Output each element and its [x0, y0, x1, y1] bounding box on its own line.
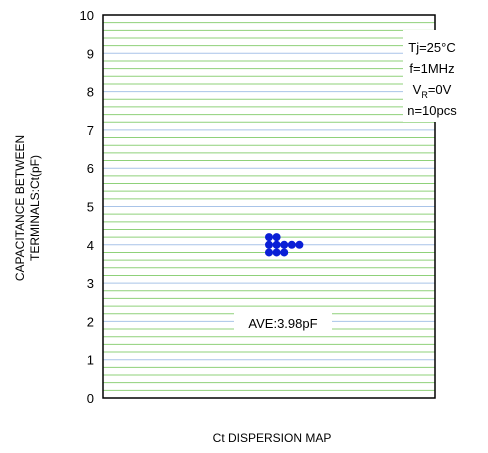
grid-lines: [103, 22, 435, 399]
y-tick-label: 4: [87, 238, 94, 253]
data-point: [280, 240, 289, 249]
y-tick-label: 6: [87, 161, 94, 176]
data-points: [265, 233, 304, 257]
data-point: [287, 240, 296, 249]
conditions-box: Tj=25°C f=1MHz VR=0V n=10pcs: [403, 30, 461, 122]
condition-vr-symbol: V: [413, 82, 422, 97]
y-tick-label: 2: [87, 314, 94, 329]
average-label: AVE:3.98pF: [248, 316, 317, 331]
y-tick-label: 7: [87, 123, 94, 138]
y-tick-label: 1: [87, 353, 94, 368]
y-tick-label: 0: [87, 391, 94, 406]
y-axis-title-line-1: CAPACITANCE BETWEEN: [13, 135, 27, 281]
y-axis-title: CAPACITANCE BETWEEN TERMINALS:Ct(pF): [13, 135, 42, 281]
condition-frequency: f=1MHz: [409, 61, 454, 76]
condition-vr-subscript: R: [421, 90, 428, 100]
data-point: [265, 248, 273, 257]
y-tick-label: 8: [87, 85, 94, 100]
data-point: [272, 248, 281, 257]
average-box: AVE:3.98pF: [234, 312, 332, 335]
condition-reverse-voltage: VR=0V: [413, 82, 452, 100]
y-axis-tick-labels: 0 1 2 3 4 5 6 7 8 9 10: [80, 8, 94, 406]
y-axis-title-line-2: TERMINALS:Ct(pF): [28, 155, 42, 261]
y-tick-label: 5: [87, 200, 94, 215]
data-point: [265, 240, 273, 249]
condition-sample-count: n=10pcs: [407, 103, 457, 118]
y-tick-label: 3: [87, 276, 94, 291]
condition-vr-value: =0V: [428, 82, 452, 97]
data-point: [295, 240, 304, 249]
x-axis-title: Ct DISPERSION MAP: [213, 431, 332, 445]
data-point: [265, 233, 273, 242]
y-tick-label: 9: [87, 46, 94, 61]
data-point: [272, 233, 281, 242]
plot-frame: [102, 14, 436, 399]
y-tick-label: 10: [80, 8, 94, 23]
condition-tj: Tj=25°C: [408, 40, 455, 55]
data-point: [272, 240, 281, 249]
data-point: [280, 248, 289, 257]
